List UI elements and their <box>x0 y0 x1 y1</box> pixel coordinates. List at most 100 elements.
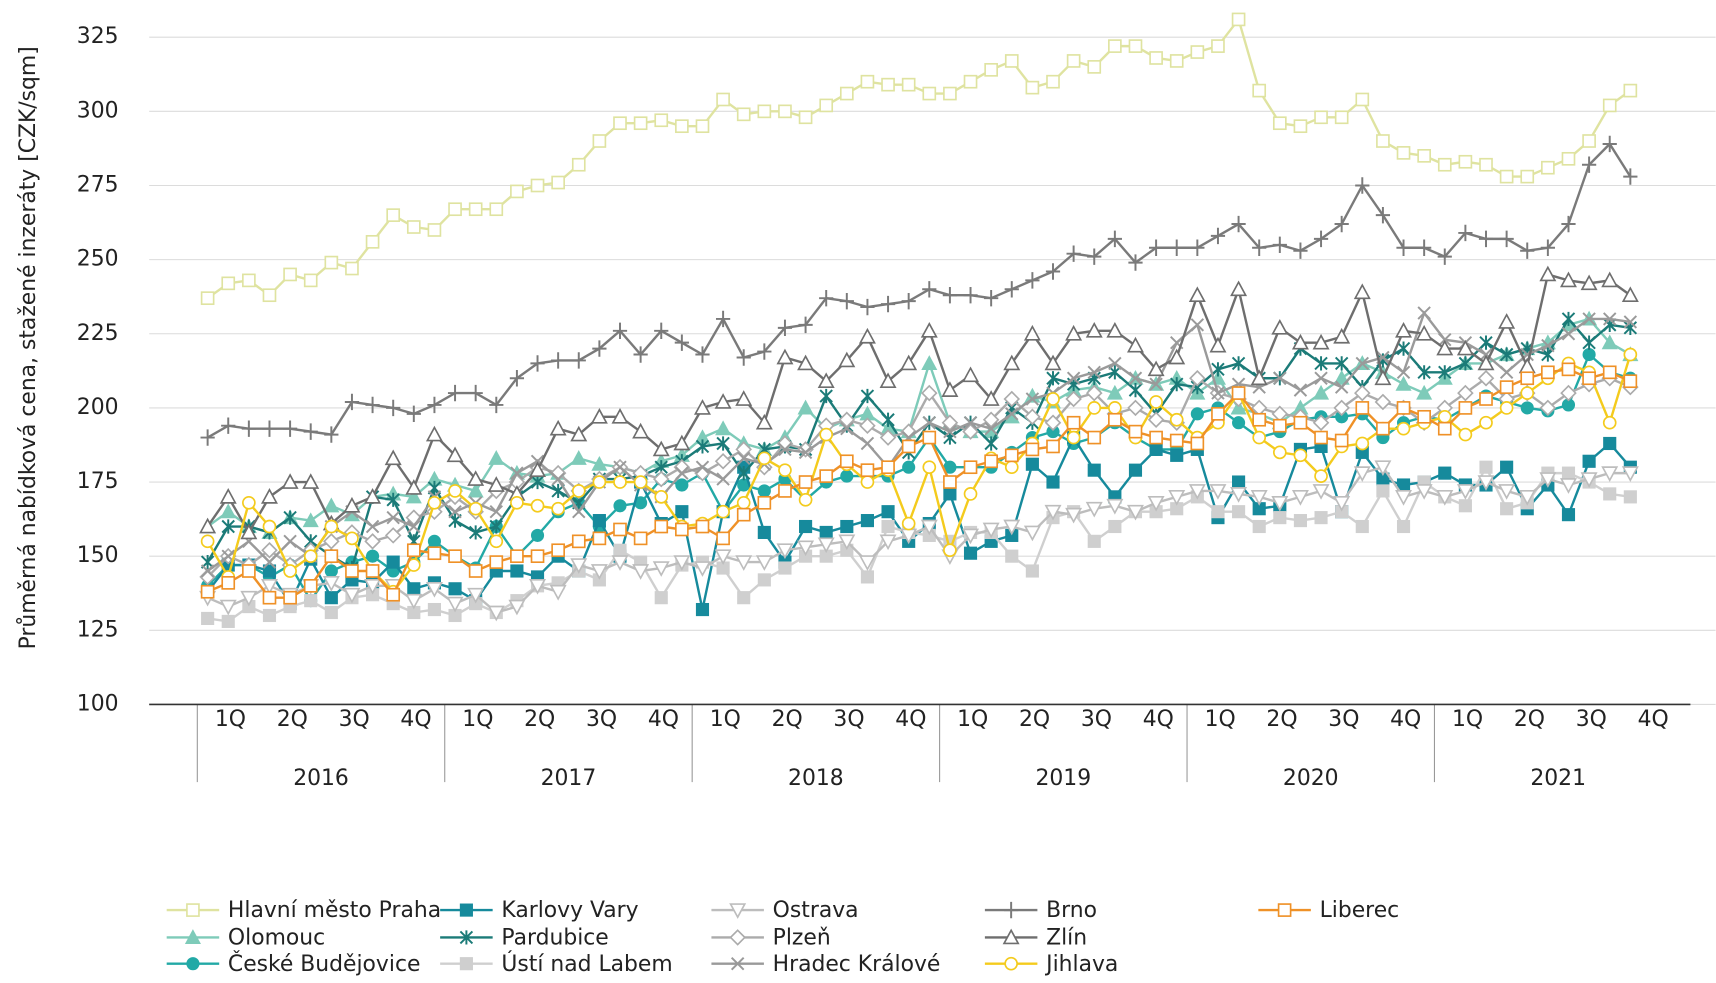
marker <box>1374 369 1392 386</box>
marker <box>1128 382 1143 398</box>
marker <box>1520 401 1534 415</box>
marker <box>1353 283 1371 300</box>
marker <box>1108 519 1122 534</box>
marker <box>1541 160 1555 175</box>
marker <box>302 512 319 528</box>
marker <box>1354 384 1371 402</box>
marker <box>755 413 773 430</box>
marker <box>468 384 483 402</box>
marker <box>510 466 524 480</box>
marker <box>1437 409 1452 424</box>
marker <box>303 273 318 288</box>
x-quarter-label: 1Q <box>1205 707 1236 732</box>
marker <box>303 549 318 564</box>
marker <box>530 528 545 542</box>
marker <box>468 501 483 516</box>
marker <box>654 591 668 605</box>
marker <box>757 495 772 510</box>
marker <box>1456 339 1474 356</box>
marker <box>1211 406 1225 421</box>
marker <box>221 519 235 534</box>
marker <box>1148 239 1164 256</box>
marker <box>984 436 998 451</box>
marker <box>1004 460 1019 475</box>
marker <box>1355 92 1370 107</box>
marker <box>879 372 897 389</box>
marker <box>860 388 875 404</box>
marker <box>200 291 215 306</box>
x-quarter-label: 2Q <box>524 707 555 732</box>
marker <box>1314 430 1328 445</box>
marker <box>1272 418 1287 433</box>
marker <box>1582 371 1596 386</box>
marker <box>797 540 815 557</box>
marker <box>633 531 648 546</box>
marker <box>1188 286 1206 303</box>
marker <box>1271 318 1289 335</box>
marker <box>902 460 916 474</box>
series-line <box>206 16 1632 300</box>
marker <box>1005 407 1019 421</box>
marker <box>1479 335 1493 350</box>
marker <box>1230 399 1247 415</box>
marker <box>1333 369 1350 385</box>
marker <box>729 929 746 946</box>
marker <box>695 519 710 534</box>
marker <box>1025 442 1040 457</box>
marker <box>1479 392 1493 406</box>
marker <box>612 322 628 340</box>
marker <box>1499 347 1514 362</box>
marker <box>922 460 937 475</box>
marker <box>735 555 753 571</box>
marker <box>1190 45 1205 59</box>
marker <box>1477 369 1495 387</box>
marker <box>572 504 586 519</box>
marker <box>1147 360 1165 377</box>
x-quarter-label: 3Q <box>1328 707 1359 732</box>
marker <box>1333 399 1350 417</box>
series <box>200 347 1638 599</box>
marker <box>324 591 338 605</box>
marker <box>1396 146 1411 160</box>
marker <box>1066 430 1081 445</box>
marker <box>819 469 834 483</box>
marker <box>1561 327 1576 341</box>
marker <box>1437 421 1452 436</box>
marker <box>1023 324 1041 341</box>
legend-label: Pardubice <box>501 926 608 951</box>
marker <box>365 519 380 534</box>
x-quarter-label: 3Q <box>1576 707 1607 732</box>
marker <box>737 591 751 605</box>
marker <box>1601 466 1619 482</box>
marker <box>510 564 524 578</box>
marker <box>1334 380 1349 394</box>
marker <box>1580 274 1598 291</box>
marker <box>1046 392 1060 406</box>
marker <box>1190 239 1205 256</box>
marker <box>611 555 629 571</box>
marker <box>982 522 1000 539</box>
marker <box>1499 230 1514 248</box>
marker <box>590 407 608 424</box>
marker <box>714 453 732 470</box>
marker <box>1436 490 1454 506</box>
marker <box>447 384 463 402</box>
marker <box>551 472 565 486</box>
marker <box>1252 430 1267 445</box>
marker <box>715 310 731 328</box>
marker <box>860 74 875 89</box>
x-quarter-label: 3Q <box>833 707 864 732</box>
y-tick-label: 150 <box>77 543 119 568</box>
marker <box>530 454 545 468</box>
marker <box>199 517 217 534</box>
marker <box>1334 433 1349 448</box>
marker <box>675 466 689 480</box>
legend-label: Karlovy Vary <box>501 898 638 923</box>
marker <box>364 533 381 550</box>
marker <box>1046 74 1060 89</box>
marker <box>1168 348 1186 365</box>
marker <box>1252 83 1267 98</box>
marker <box>571 534 586 549</box>
marker <box>1312 333 1330 350</box>
marker <box>984 289 999 307</box>
